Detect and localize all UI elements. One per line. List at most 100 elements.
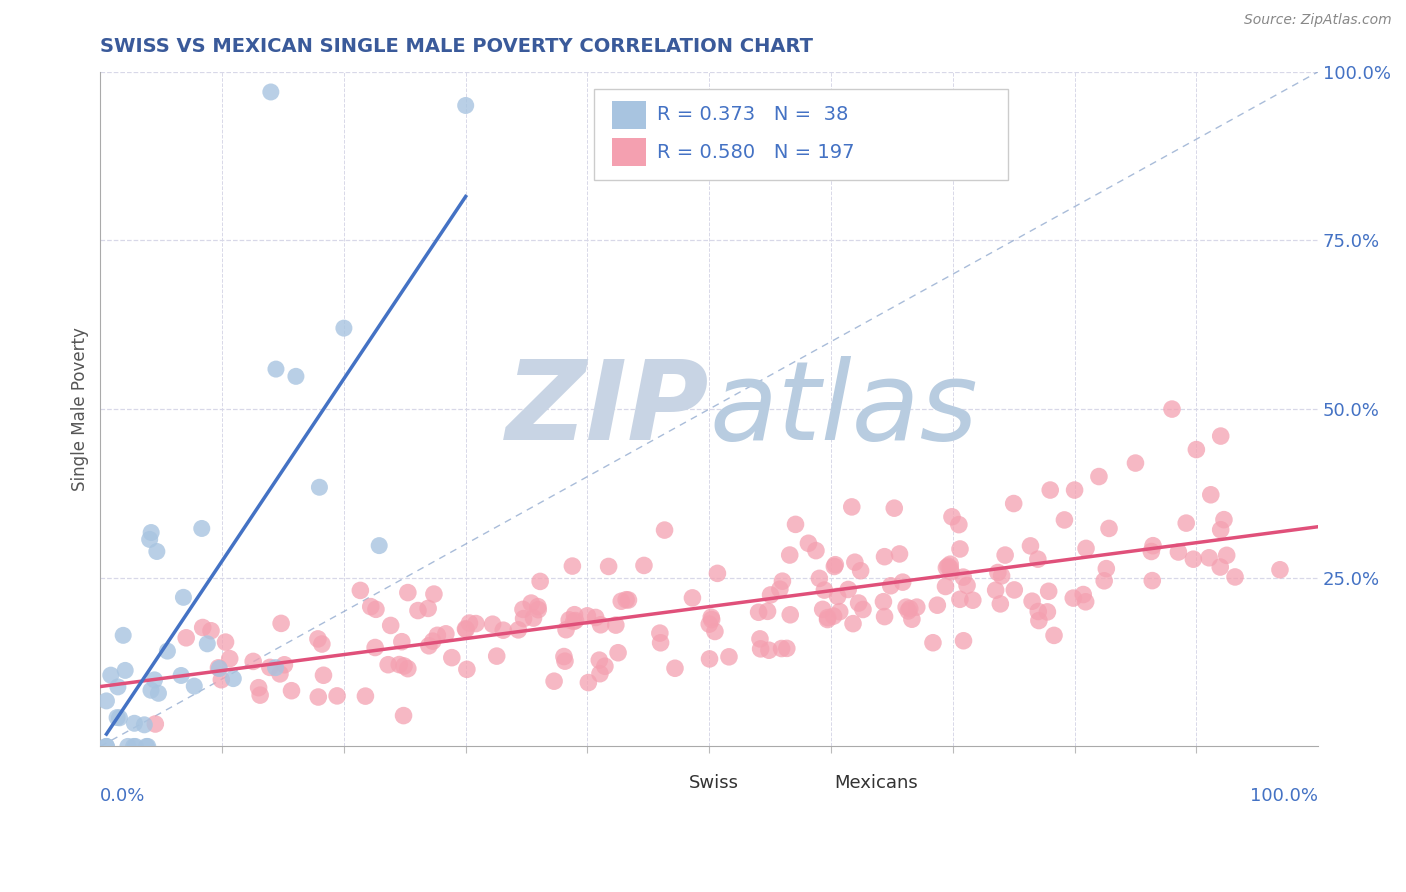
Point (776, 641, 799, 656)
Point (1019, 539, 1042, 553)
Point (172, 591, 194, 605)
Point (952, 633, 974, 648)
Point (107, 680, 129, 694)
Point (1215, 549, 1237, 563)
Point (588, 653, 610, 667)
Point (308, 480, 330, 494)
Point (492, 624, 515, 638)
Point (852, 602, 875, 616)
Point (952, 570, 974, 584)
Point (935, 560, 957, 574)
Point (141, 525, 163, 540)
Point (249, 688, 271, 702)
Point (311, 637, 333, 651)
Point (1063, 483, 1085, 497)
Point (1142, 539, 1164, 553)
Point (873, 609, 896, 624)
Point (593, 659, 616, 673)
Point (208, 661, 231, 675)
Point (454, 623, 477, 637)
Point (939, 561, 962, 575)
Text: 0.0%: 0.0% (100, 787, 146, 805)
Point (122, 739, 145, 754)
Point (808, 571, 831, 585)
Point (561, 559, 583, 574)
Point (837, 582, 859, 597)
Text: 100.0%: 100.0% (1250, 787, 1319, 805)
Point (1088, 469, 1111, 483)
Point (756, 604, 779, 618)
Point (434, 627, 457, 641)
Point (96, 694, 118, 708)
Point (136, 739, 159, 754)
Point (280, 683, 302, 698)
Point (1036, 605, 1059, 619)
Point (326, 689, 349, 703)
Point (633, 558, 655, 573)
Point (135, 739, 157, 754)
Point (607, 646, 630, 660)
Point (828, 605, 851, 619)
Point (779, 607, 801, 622)
Point (605, 618, 627, 632)
Point (949, 592, 972, 607)
Point (423, 587, 446, 601)
Point (553, 649, 575, 664)
Point (614, 592, 637, 607)
Point (454, 622, 477, 636)
Point (368, 539, 391, 553)
Point (124, 739, 146, 754)
Point (96, 739, 118, 754)
Point (939, 565, 962, 579)
Point (758, 643, 780, 657)
Point (117, 739, 139, 754)
Point (1125, 456, 1147, 470)
Point (1209, 560, 1232, 574)
Point (842, 616, 865, 631)
Point (270, 616, 292, 631)
Point (307, 632, 329, 646)
Point (941, 509, 963, 524)
Point (759, 588, 782, 602)
Point (664, 661, 686, 675)
Point (1175, 516, 1198, 530)
Point (555, 623, 578, 637)
Point (527, 599, 550, 614)
Point (948, 517, 970, 532)
Point (1039, 483, 1062, 497)
Point (562, 615, 585, 629)
Point (1223, 570, 1246, 584)
Point (939, 558, 962, 572)
Point (273, 657, 295, 672)
Point (1161, 402, 1184, 417)
Point (354, 689, 377, 703)
Point (844, 555, 866, 569)
Point (247, 681, 270, 695)
Point (880, 579, 903, 593)
Point (804, 543, 827, 558)
Point (824, 558, 846, 572)
Text: ZIP: ZIP (506, 356, 709, 463)
Point (209, 673, 232, 687)
Point (191, 521, 214, 535)
Point (897, 604, 920, 618)
FancyBboxPatch shape (654, 772, 682, 794)
Point (105, 710, 128, 724)
Point (195, 637, 218, 651)
Point (564, 607, 586, 622)
Point (1268, 563, 1291, 577)
Point (894, 600, 917, 615)
Point (156, 644, 179, 658)
Point (124, 716, 146, 731)
Text: Source: ZipAtlas.com: Source: ZipAtlas.com (1244, 13, 1392, 28)
Point (1043, 628, 1066, 642)
Point (813, 583, 835, 598)
Point (823, 559, 845, 574)
Point (391, 634, 413, 648)
Point (994, 548, 1017, 562)
Point (1002, 582, 1025, 597)
Point (392, 708, 415, 723)
Point (610, 594, 633, 608)
Point (827, 590, 849, 604)
Point (585, 610, 607, 624)
